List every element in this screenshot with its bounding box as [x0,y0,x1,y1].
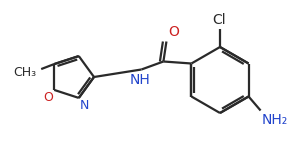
Text: NH₂: NH₂ [262,113,288,127]
Text: CH₃: CH₃ [13,66,36,79]
Text: Cl: Cl [212,13,226,27]
Text: NH: NH [130,73,151,86]
Text: N: N [80,99,89,112]
Text: O: O [43,91,53,104]
Text: O: O [168,24,179,38]
